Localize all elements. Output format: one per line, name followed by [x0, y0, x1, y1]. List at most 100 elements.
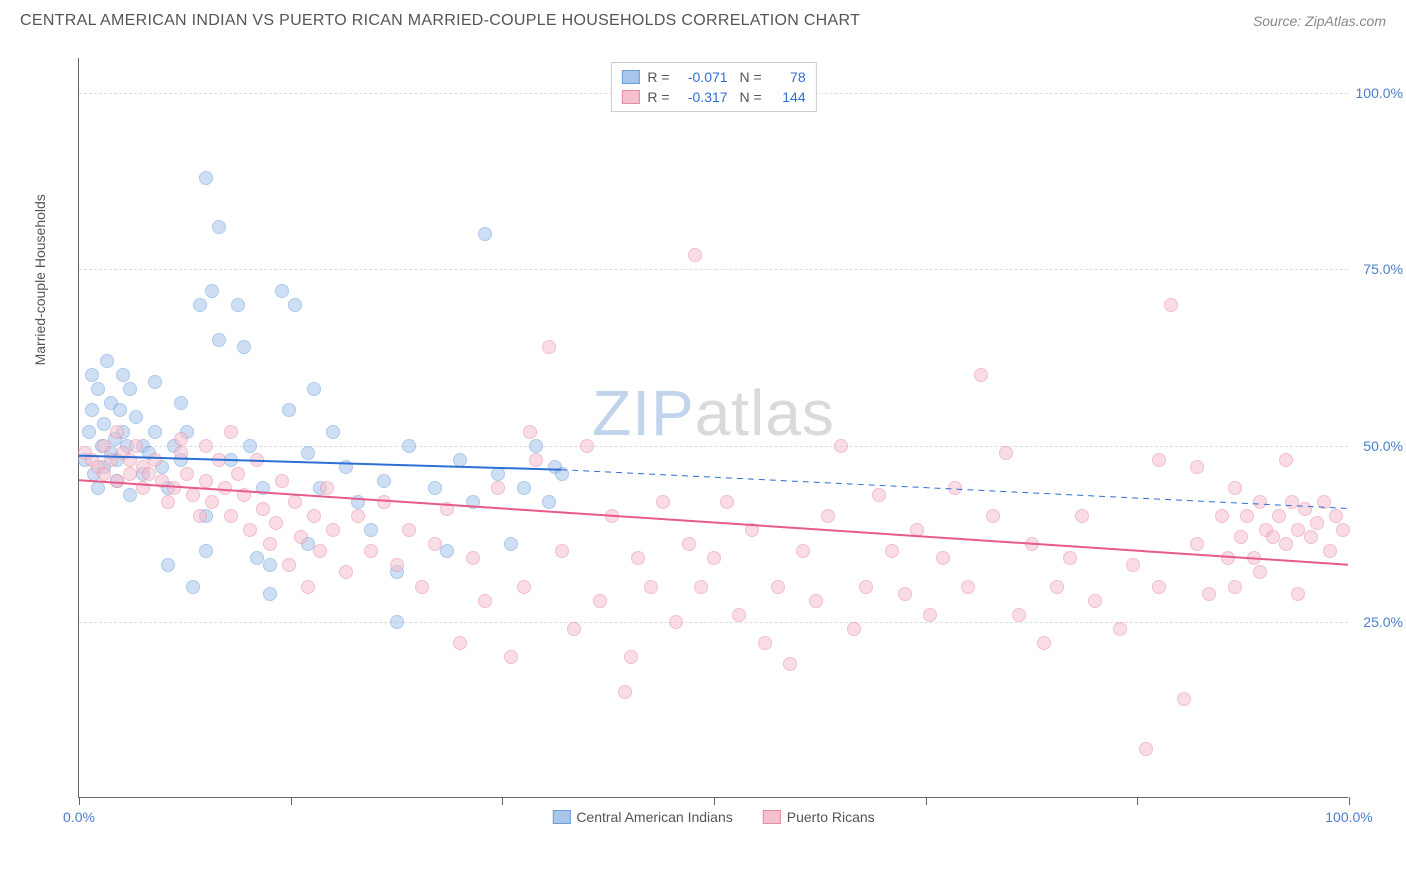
data-point	[326, 523, 340, 537]
data-point	[212, 333, 226, 347]
data-point	[326, 425, 340, 439]
data-point	[1139, 742, 1153, 756]
data-point	[180, 467, 194, 481]
data-point	[148, 425, 162, 439]
data-point	[1152, 453, 1166, 467]
data-point	[555, 467, 569, 481]
data-point	[174, 432, 188, 446]
data-point	[193, 509, 207, 523]
data-point	[199, 474, 213, 488]
data-point	[1272, 509, 1286, 523]
data-point	[364, 523, 378, 537]
data-point	[1190, 460, 1204, 474]
data-point	[466, 551, 480, 565]
data-point	[745, 523, 759, 537]
data-point	[116, 368, 130, 382]
y-tick-label: 25.0%	[1363, 614, 1403, 630]
data-point	[453, 636, 467, 650]
data-point	[1075, 509, 1089, 523]
data-point	[796, 544, 810, 558]
data-point	[199, 439, 213, 453]
data-point	[390, 558, 404, 572]
data-point	[491, 481, 505, 495]
data-point	[1317, 495, 1331, 509]
data-point	[174, 396, 188, 410]
data-point	[205, 495, 219, 509]
data-point	[85, 368, 99, 382]
data-point	[656, 495, 670, 509]
data-point	[129, 410, 143, 424]
data-point	[923, 608, 937, 622]
y-tick-label: 50.0%	[1363, 438, 1403, 454]
data-point	[1291, 587, 1305, 601]
data-point	[113, 403, 127, 417]
legend-stat-row: R =-0.317 N =144	[621, 87, 805, 107]
data-point	[1221, 551, 1235, 565]
data-point	[218, 481, 232, 495]
data-point	[275, 284, 289, 298]
data-point	[161, 495, 175, 509]
data-point	[847, 622, 861, 636]
data-point	[263, 587, 277, 601]
data-point	[415, 580, 429, 594]
data-point	[313, 544, 327, 558]
data-point	[1247, 551, 1261, 565]
data-point	[1126, 558, 1140, 572]
data-point	[707, 551, 721, 565]
data-point	[669, 615, 683, 629]
data-point	[199, 171, 213, 185]
n-label: N =	[736, 89, 762, 105]
data-point	[193, 298, 207, 312]
series-legend: Central American IndiansPuerto Ricans	[552, 809, 874, 825]
n-value: 78	[770, 69, 806, 85]
data-point	[720, 495, 734, 509]
r-value: -0.317	[678, 89, 728, 105]
data-point	[250, 453, 264, 467]
grid-line	[79, 269, 1348, 270]
data-point	[1304, 530, 1318, 544]
data-point	[224, 453, 238, 467]
data-point	[1240, 509, 1254, 523]
data-point	[593, 594, 607, 608]
data-point	[301, 580, 315, 594]
data-point	[872, 488, 886, 502]
data-point	[631, 551, 645, 565]
x-tick	[714, 797, 715, 805]
data-point	[440, 502, 454, 516]
data-point	[1050, 580, 1064, 594]
color-swatch	[621, 90, 639, 104]
data-point	[1279, 453, 1293, 467]
data-point	[555, 544, 569, 558]
data-point	[161, 558, 175, 572]
data-point	[517, 580, 531, 594]
data-point	[243, 439, 257, 453]
data-point	[428, 537, 442, 551]
color-swatch	[552, 810, 570, 824]
data-point	[771, 580, 785, 594]
data-point	[110, 425, 124, 439]
data-point	[243, 523, 257, 537]
plot-area: ZIPatlas R =-0.071 N =78R =-0.317 N =144…	[78, 58, 1348, 798]
data-point	[1037, 636, 1051, 650]
data-point	[1234, 530, 1248, 544]
data-point	[1088, 594, 1102, 608]
series-name: Central American Indians	[576, 809, 732, 825]
x-tick	[1137, 797, 1138, 805]
r-value: -0.071	[678, 69, 728, 85]
data-point	[517, 481, 531, 495]
correlation-legend: R =-0.071 N =78R =-0.317 N =144	[610, 62, 816, 112]
legend-stat-row: R =-0.071 N =78	[621, 67, 805, 87]
data-point	[91, 481, 105, 495]
data-point	[148, 375, 162, 389]
data-point	[256, 502, 270, 516]
data-point	[174, 446, 188, 460]
data-point	[974, 368, 988, 382]
data-point	[1113, 622, 1127, 636]
data-point	[428, 481, 442, 495]
data-point	[205, 284, 219, 298]
legend-series-item: Central American Indians	[552, 809, 732, 825]
data-point	[624, 650, 638, 664]
data-point	[339, 460, 353, 474]
data-point	[618, 685, 632, 699]
n-value: 144	[770, 89, 806, 105]
